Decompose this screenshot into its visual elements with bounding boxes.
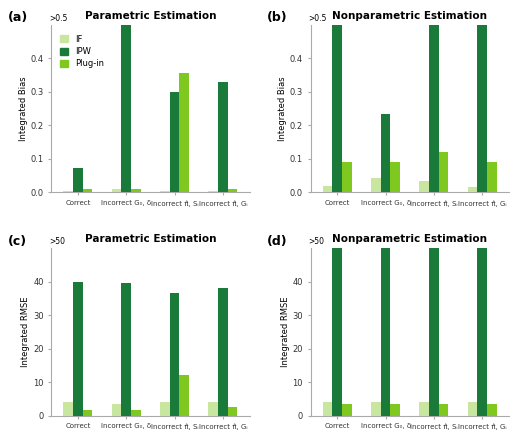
Bar [468,402,477,416]
Legend: IF, IPW, Plug-in: IF, IPW, Plug-in [58,32,107,71]
Text: >0.5: >0.5 [309,14,327,23]
Bar [170,293,179,416]
Bar [179,73,189,192]
Bar [131,189,141,192]
Y-axis label: Integrated Bias: Integrated Bias [278,76,287,141]
Bar [371,178,381,192]
Bar [477,25,487,192]
Bar [160,402,170,416]
Bar [439,404,448,416]
Title: Parametric Estimation: Parametric Estimation [85,11,216,21]
Bar [122,25,131,192]
Bar [209,402,218,416]
Bar [477,248,487,416]
Bar [73,281,83,416]
Y-axis label: Integrated RMSE: Integrated RMSE [281,297,290,367]
Bar [209,191,218,192]
Bar [73,168,83,192]
Bar [112,189,122,192]
Bar [332,248,342,416]
Bar [112,404,122,416]
Bar [323,187,332,192]
Bar [342,161,352,192]
Bar [218,288,228,416]
Bar [228,407,238,416]
Bar [228,189,238,192]
Bar [122,283,131,416]
Bar [439,152,448,192]
Bar [63,402,73,416]
Bar [170,92,179,192]
Bar [381,114,391,192]
Text: (a): (a) [8,11,28,24]
Bar [371,402,381,416]
Bar [429,248,439,416]
Bar [420,402,429,416]
Bar [429,25,439,192]
Text: >0.5: >0.5 [49,14,68,23]
Bar [381,248,391,416]
Text: >50: >50 [309,237,324,246]
Bar [218,82,228,192]
Title: Nonparametric Estimation: Nonparametric Estimation [332,234,487,244]
Bar [83,410,93,416]
Bar [131,410,141,416]
Y-axis label: Integrated RMSE: Integrated RMSE [21,297,30,367]
Title: Nonparametric Estimation: Nonparametric Estimation [332,11,487,21]
Text: >50: >50 [49,237,66,246]
Bar [83,189,93,192]
Title: Parametric Estimation: Parametric Estimation [85,234,216,244]
Text: (b): (b) [267,11,288,24]
Bar [487,161,497,192]
Bar [487,404,497,416]
Bar [342,404,352,416]
Text: (d): (d) [267,235,288,247]
Bar [323,402,332,416]
Bar [420,181,429,192]
Bar [391,404,400,416]
Bar [468,187,477,192]
Bar [63,191,73,192]
Bar [179,375,189,416]
Bar [332,25,342,192]
Bar [160,191,170,192]
Y-axis label: Integrated Bias: Integrated Bias [19,76,28,141]
Bar [391,161,400,192]
Text: (c): (c) [8,235,27,247]
